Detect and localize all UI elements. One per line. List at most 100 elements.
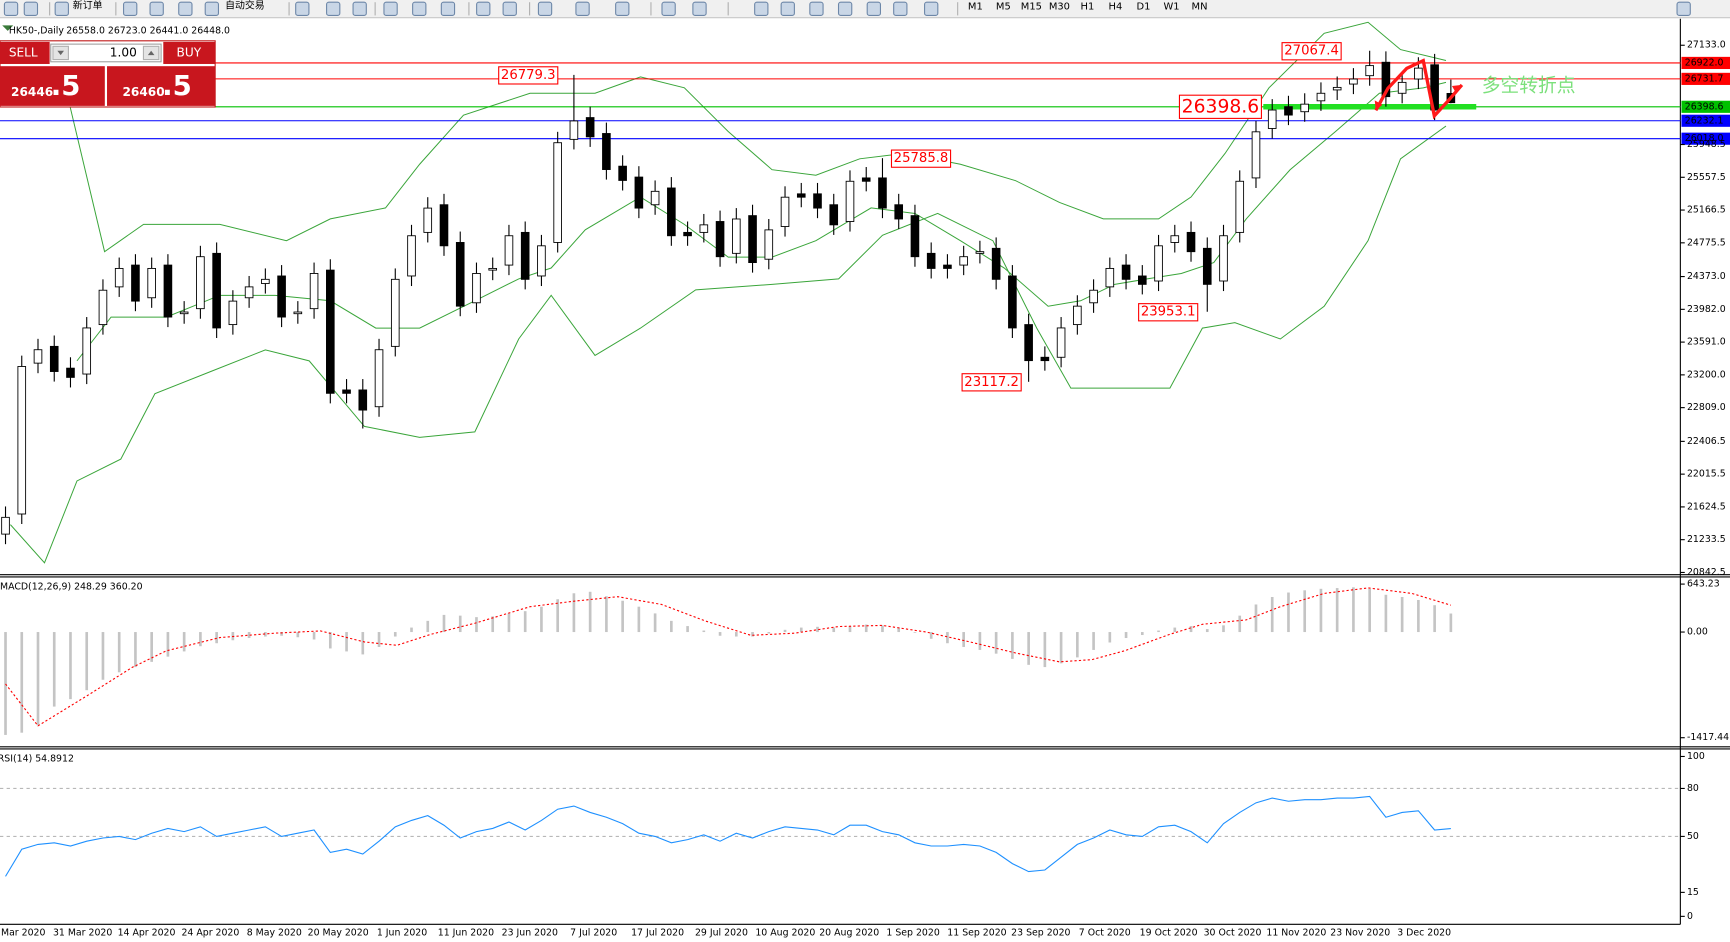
x-tick-label: 23 Sep 2020 [1011,928,1070,939]
toolbar-icon[interactable] [866,1,881,16]
macd-bar [767,632,771,634]
macd-bar [686,626,689,633]
candle-body [1056,327,1066,358]
macd-bar [799,627,803,633]
toolbar-icon[interactable] [23,1,39,16]
toolbar-icon[interactable] [809,1,824,16]
y-tick-label: 100 [1687,751,1705,762]
toolbar-icon[interactable] [352,1,367,16]
toolbar-icon[interactable] [893,1,908,16]
timeframe-button[interactable]: M15 [1021,2,1042,13]
y-tick-label: 24373.0 [1687,271,1726,282]
candle-body [82,327,92,375]
y-tick-label: 21233.5 [1687,534,1726,545]
timeframe-button[interactable]: W1 [1163,2,1179,13]
price-level-tag [1681,114,1730,127]
toolbar-icon[interactable] [754,1,769,16]
toolbar-icon[interactable] [178,1,193,16]
timeframe-button[interactable]: H1 [1081,2,1095,13]
toolbar-icon[interactable] [476,1,491,16]
toolbar-icon[interactable] [204,1,220,16]
macd-bar [20,632,24,733]
toolbar-icon[interactable] [1676,1,1691,16]
candle-body [602,133,611,170]
toolbar-icon[interactable] [780,1,795,16]
candle-body [147,267,156,299]
candle-body [1024,324,1033,362]
candle-body [228,300,238,326]
toolbar-icon[interactable] [924,1,939,16]
x-tick-label: 20 May 2020 [308,928,369,939]
ask-price: 26460 [122,85,164,99]
price-level-label: 26731.7 [1685,73,1724,84]
toolbar-icon[interactable] [149,1,164,16]
toolbar-icon[interactable] [412,1,427,16]
candle-body [748,215,757,264]
toolbar-icon[interactable] [54,1,69,16]
candle-body [780,196,790,227]
timeframe-button[interactable]: M5 [996,2,1011,13]
candle-body [926,252,936,269]
candle-body [861,177,871,182]
toolbar-icon[interactable] [383,1,398,16]
toolbar-icon[interactable] [502,1,517,16]
toolbar-icon[interactable] [537,1,553,16]
annotation-box [890,149,952,168]
y-tick-label: 23200.0 [1687,369,1726,380]
candle-body [196,256,205,310]
candle-body [66,367,75,378]
candle-body [407,235,416,277]
macd-bar [1254,604,1258,633]
buy-button[interactable] [163,41,216,64]
macd-bar [540,606,543,633]
toolbar-icon[interactable] [575,1,590,16]
macd-bar [1400,597,1404,633]
toolbar-icon[interactable] [326,1,341,16]
macd-bar [1189,626,1193,633]
timeframe-button[interactable]: MN [1192,2,1208,13]
bid-button[interactable] [0,66,105,106]
annotation-box [1178,94,1262,119]
toolbar-icon[interactable] [837,1,853,16]
candle-body [1300,103,1310,113]
sell-button[interactable] [0,41,50,64]
toolbar-icon[interactable] [440,1,456,16]
timeframe-button[interactable]: D1 [1137,2,1151,13]
candle-body [585,117,595,138]
macd-bar [345,632,348,652]
candle-body [1267,109,1277,129]
macd-bar [1157,630,1160,633]
toolbar-icon[interactable] [123,1,138,16]
timeframe-button[interactable]: M30 [1049,2,1070,13]
candle-body [1186,231,1196,253]
toolbar-icon[interactable] [661,1,676,16]
timeframe-button[interactable]: H4 [1109,2,1123,13]
toolbar-icon[interactable] [692,1,707,16]
toolbar-icon[interactable] [3,1,19,16]
candle-body [634,176,644,209]
macd-bar [897,627,901,633]
auto-trading-button[interactable]: 自动交易 [225,0,265,12]
macd-bar [1124,632,1128,639]
candle-body [49,345,59,372]
candle-body [1105,267,1115,288]
candle-body [699,224,709,233]
macd-bar [1059,632,1063,664]
x-tick-label: 24 Apr 2020 [181,928,239,939]
volume-field[interactable] [50,43,162,63]
candle-body [342,389,351,394]
arrow-heads [1374,84,1462,111]
timeframe-button[interactable]: M1 [968,2,983,13]
toolbar-icon[interactable] [615,1,630,16]
ask-button[interactable] [107,66,216,106]
candle-body [553,142,562,243]
macd-bar [523,611,527,633]
x-tick-label: 29 Jul 2020 [695,928,748,939]
x-tick-label: 19 Oct 2020 [1140,928,1198,939]
candle-body [618,165,627,181]
toolbar-icon[interactable] [295,1,310,16]
new-order-button[interactable]: 新订单 [73,0,103,12]
candle-body [261,278,270,284]
